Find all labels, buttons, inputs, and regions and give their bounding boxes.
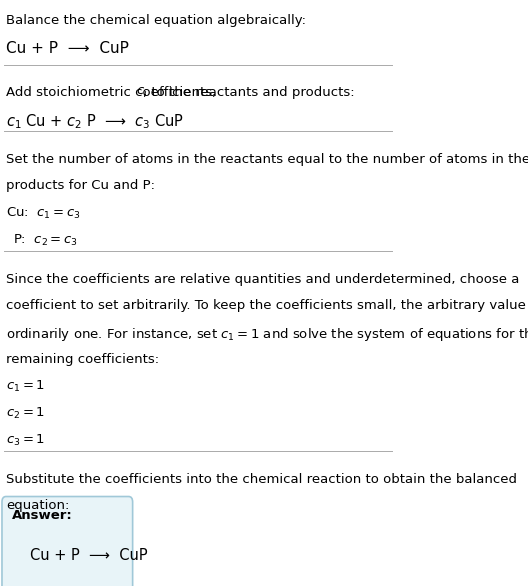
Text: Set the number of atoms in the reactants equal to the number of atoms in the: Set the number of atoms in the reactants… [6, 152, 528, 166]
Text: Since the coefficients are relative quantities and underdetermined, choose a: Since the coefficients are relative quan… [6, 272, 520, 285]
Text: products for Cu and P:: products for Cu and P: [6, 179, 155, 192]
Text: equation:: equation: [6, 499, 69, 512]
Text: remaining coefficients:: remaining coefficients: [6, 353, 159, 366]
Text: $c_2 = 1$: $c_2 = 1$ [6, 406, 45, 421]
Text: P:  $c_2 = c_3$: P: $c_2 = c_3$ [13, 233, 78, 248]
FancyBboxPatch shape [2, 496, 133, 586]
Text: Balance the chemical equation algebraically:: Balance the chemical equation algebraica… [6, 14, 306, 27]
Text: $c_1$ Cu + $c_2$ P  ⟶  $c_3$ CuP: $c_1$ Cu + $c_2$ P ⟶ $c_3$ CuP [6, 113, 184, 131]
Text: $c_3 = 1$: $c_3 = 1$ [6, 432, 45, 448]
Text: Cu + P  ⟶  CuP: Cu + P ⟶ CuP [6, 40, 129, 56]
Text: Cu:  $c_1 = c_3$: Cu: $c_1 = c_3$ [6, 206, 81, 221]
Text: , to the reactants and products:: , to the reactants and products: [144, 86, 355, 99]
Text: Answer:: Answer: [12, 509, 73, 522]
Text: coefficient to set arbitrarily. To keep the coefficients small, the arbitrary va: coefficient to set arbitrarily. To keep … [6, 299, 528, 312]
Text: $c_i$: $c_i$ [136, 86, 148, 99]
Text: $c_1 = 1$: $c_1 = 1$ [6, 379, 45, 394]
Text: Add stoichiometric coefficients,: Add stoichiometric coefficients, [6, 86, 220, 99]
Text: Substitute the coefficients into the chemical reaction to obtain the balanced: Substitute the coefficients into the che… [6, 473, 517, 486]
Text: ordinarily one. For instance, set $c_1 = 1$ and solve the system of equations fo: ordinarily one. For instance, set $c_1 =… [6, 326, 528, 343]
Text: Cu + P  ⟶  CuP: Cu + P ⟶ CuP [30, 547, 147, 563]
